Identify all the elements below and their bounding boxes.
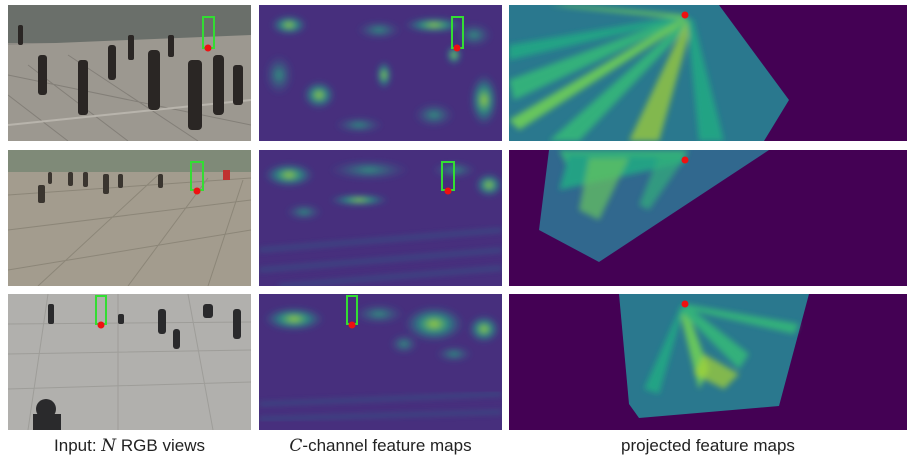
caption-input-var: N [101, 436, 117, 456]
caption-feature-maps: C-channel feature maps [259, 436, 502, 460]
caption-projected-maps: projected feature maps [509, 436, 907, 460]
rgb-view-1 [8, 5, 251, 141]
rgb-view-3 [8, 294, 251, 430]
feature-map-1 [259, 5, 502, 141]
caption-feature-suffix: -channel feature maps [302, 436, 472, 455]
feature-map-2 [259, 150, 502, 286]
ground-point-marker [193, 187, 201, 195]
caption-projected-text: projected feature maps [621, 436, 795, 455]
caption-feature-var: C [289, 436, 303, 456]
ground-point-marker [681, 300, 689, 308]
projected-map-1 [509, 5, 907, 141]
ground-point-marker [97, 321, 105, 329]
projected-map-2 [509, 150, 907, 286]
caption-input-suffix: RGB views [116, 436, 205, 455]
caption-input-prefix: Input: [54, 436, 102, 455]
projected-map-3 [509, 294, 907, 430]
rgb-view-2 [8, 150, 251, 286]
ground-point-marker [348, 321, 356, 329]
ground-point-marker [204, 44, 212, 52]
feature-map-3 [259, 294, 502, 430]
ground-point-marker [453, 44, 461, 52]
ground-point-marker [681, 156, 689, 164]
ground-point-marker [681, 11, 689, 19]
ground-point-marker [444, 187, 452, 195]
caption-input-views: Input: N RGB views [8, 436, 251, 460]
